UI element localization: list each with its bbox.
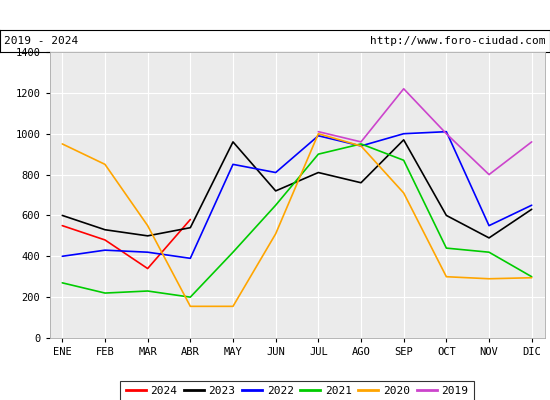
Text: http://www.foro-ciudad.com: http://www.foro-ciudad.com: [370, 36, 546, 46]
Legend: 2024, 2023, 2022, 2021, 2020, 2019: 2024, 2023, 2022, 2021, 2020, 2019: [120, 381, 474, 400]
Text: Evolucion Nº Turistas Nacionales en el municipio de Ajofrín: Evolucion Nº Turistas Nacionales en el m…: [59, 7, 491, 23]
Text: 2019 - 2024: 2019 - 2024: [4, 36, 79, 46]
